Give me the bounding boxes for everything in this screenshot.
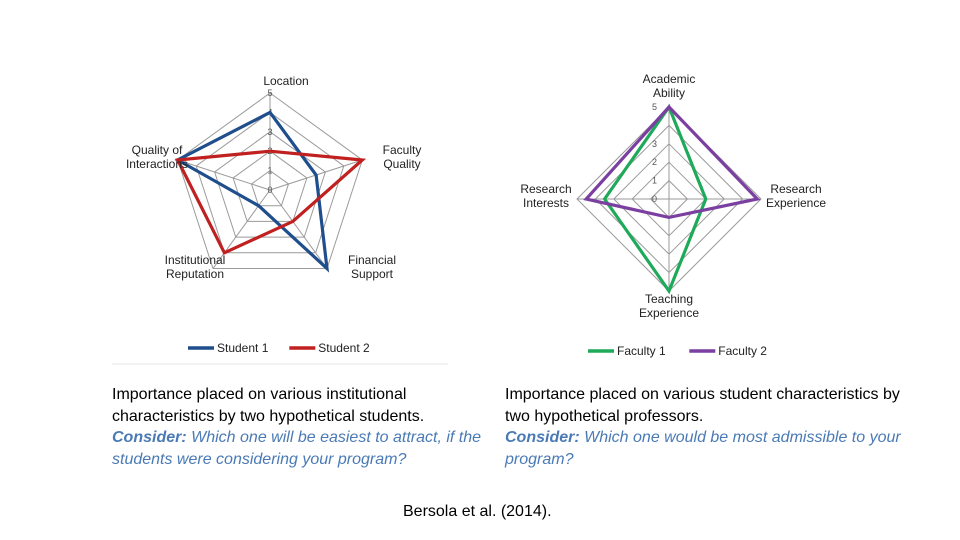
faculty-chart-caption: Importance placed on various student cha… bbox=[505, 384, 925, 470]
axis-label-financial-support: Financial Support bbox=[348, 253, 396, 281]
student-chart-caption: Importance placed on various institution… bbox=[112, 384, 502, 470]
axis-spoke bbox=[212, 189, 271, 269]
student-caption-text: Importance placed on various institution… bbox=[112, 384, 502, 427]
tick-label: 0 bbox=[267, 185, 272, 195]
series-faculty-1 bbox=[602, 103, 708, 295]
faculty-caption-question: Consider: Which one would be most admiss… bbox=[505, 427, 925, 470]
axis-spoke bbox=[177, 159, 271, 191]
tick-label: 3 bbox=[652, 139, 657, 149]
grid-ring bbox=[250, 169, 290, 207]
tick-label: 1 bbox=[652, 176, 657, 186]
grid-ring bbox=[214, 131, 326, 238]
axis-label-institutional-reputation: Institutional Reputation bbox=[165, 253, 226, 281]
student-consider-text: Which one will be easiest to attract, if… bbox=[112, 429, 482, 468]
grid-ring bbox=[232, 150, 308, 222]
grid-ring bbox=[177, 92, 363, 269]
tick-label: 5 bbox=[267, 88, 272, 98]
axis-label-location: Location bbox=[263, 74, 308, 88]
legend-label-faculty-2: Faculty 2 bbox=[718, 344, 767, 358]
axis-spoke bbox=[269, 189, 328, 269]
axis-label-research-interests: Research Interests bbox=[520, 182, 571, 210]
axis-label-faculty-quality: Faculty Quality bbox=[383, 143, 422, 171]
student-consider-label: Consider: bbox=[112, 429, 187, 446]
citation: Bersola et al. (2014). bbox=[403, 503, 552, 520]
series-faculty-2 bbox=[583, 104, 761, 220]
axis-label-teaching-experience: Teaching Experience bbox=[639, 292, 699, 320]
axis-label-research-experience: Research Experience bbox=[766, 182, 826, 210]
tick-label: 2 bbox=[652, 157, 657, 167]
tick-label: 1 bbox=[267, 166, 272, 176]
series-student-2 bbox=[175, 149, 367, 255]
legend-label-faculty-1: Faculty 1 bbox=[617, 344, 666, 358]
faculty-radar-grid bbox=[576, 106, 762, 292]
legend-label-student-2: Student 2 bbox=[318, 341, 370, 355]
faculty-caption-text: Importance placed on various student cha… bbox=[505, 384, 925, 427]
student-caption-question: Consider: Which one will be easiest to a… bbox=[112, 427, 502, 470]
legend-label-student-1: Student 1 bbox=[217, 341, 269, 355]
student-caption-description: Importance placed on various institution… bbox=[112, 386, 425, 425]
tick-label: 3 bbox=[267, 127, 272, 137]
series-student-1 bbox=[174, 110, 330, 273]
axis-label-academic-ability: Academic Ability bbox=[643, 72, 696, 100]
faculty-caption-description: Importance placed on various student cha… bbox=[505, 386, 900, 425]
faculty-consider-text: Which one would be most admissible to yo… bbox=[505, 429, 901, 468]
tick-label: 0 bbox=[652, 194, 657, 204]
tick-label: 5 bbox=[652, 102, 657, 112]
axis-label-quality-of-interactions: Quality of Interactions bbox=[126, 143, 188, 171]
student-radar-grid bbox=[177, 92, 363, 269]
faculty-consider-label: Consider: bbox=[505, 429, 580, 446]
